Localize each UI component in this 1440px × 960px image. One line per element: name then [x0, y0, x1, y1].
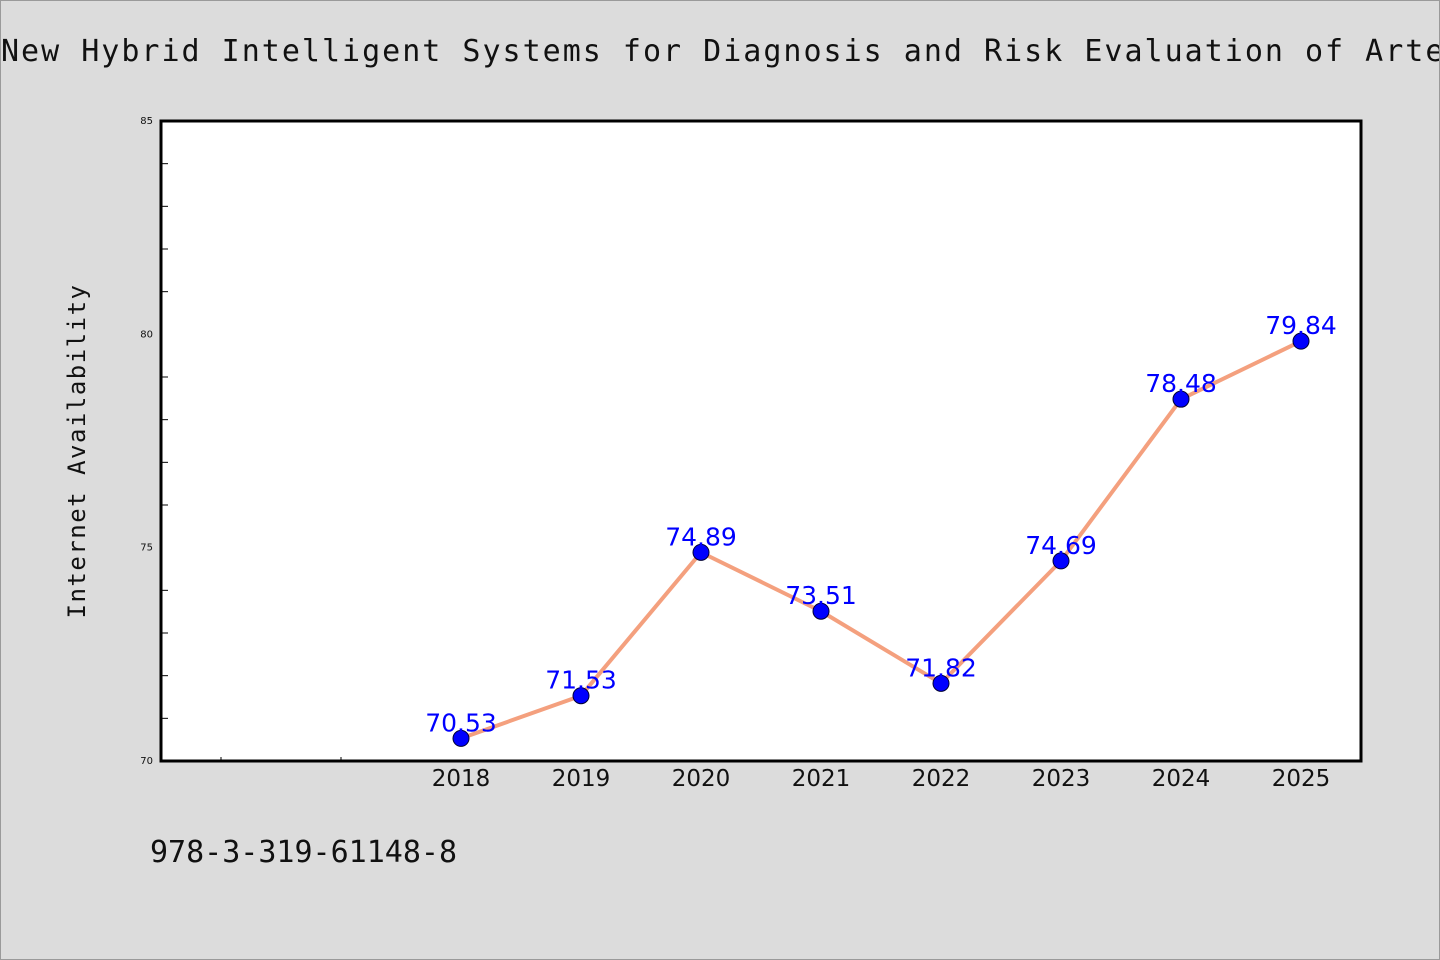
- x-tick-label: 2021: [792, 766, 851, 792]
- x-tick-label: 2019: [552, 766, 611, 792]
- data-label: 79.84: [1265, 311, 1337, 340]
- y-tick-label: 75: [140, 543, 153, 554]
- x-tick-label: 2024: [1152, 766, 1211, 792]
- y-tick-label: 80: [140, 329, 153, 340]
- data-label: 78.48: [1145, 369, 1217, 398]
- data-label: 71.53: [545, 666, 617, 695]
- series-line: [460, 339, 1302, 741]
- data-label: 74.69: [1025, 531, 1097, 560]
- y-axis-label: Internet Availability: [63, 284, 91, 619]
- data-point: [572, 687, 590, 705]
- x-tick-label: 2020: [672, 766, 731, 792]
- y-tick-label: 85: [140, 116, 153, 127]
- data-point: [1292, 332, 1310, 350]
- data-point: [452, 729, 470, 747]
- data-point: [932, 674, 950, 692]
- x-tick-label: 2018: [432, 766, 491, 792]
- x-tick-label: 2022: [912, 766, 971, 792]
- data-label: 71.82: [905, 653, 977, 682]
- data-label: 73.51: [785, 581, 857, 610]
- data-label: 70.53: [425, 708, 497, 737]
- data-label: 74.89: [665, 522, 737, 551]
- plot-area: [159, 119, 1363, 763]
- x-tick-label: 2023: [1032, 766, 1091, 792]
- isbn-label: 978-3-319-61148-8: [150, 835, 458, 870]
- data-point: [812, 602, 830, 620]
- chart-title: New Hybrid Intelligent Systems for Diagn…: [1, 34, 1440, 69]
- y-tick-label: 70: [140, 756, 153, 767]
- data-point: [1172, 390, 1190, 408]
- data-point: [692, 543, 710, 561]
- data-point: [1052, 552, 1070, 570]
- x-tick-label: 2025: [1272, 766, 1331, 792]
